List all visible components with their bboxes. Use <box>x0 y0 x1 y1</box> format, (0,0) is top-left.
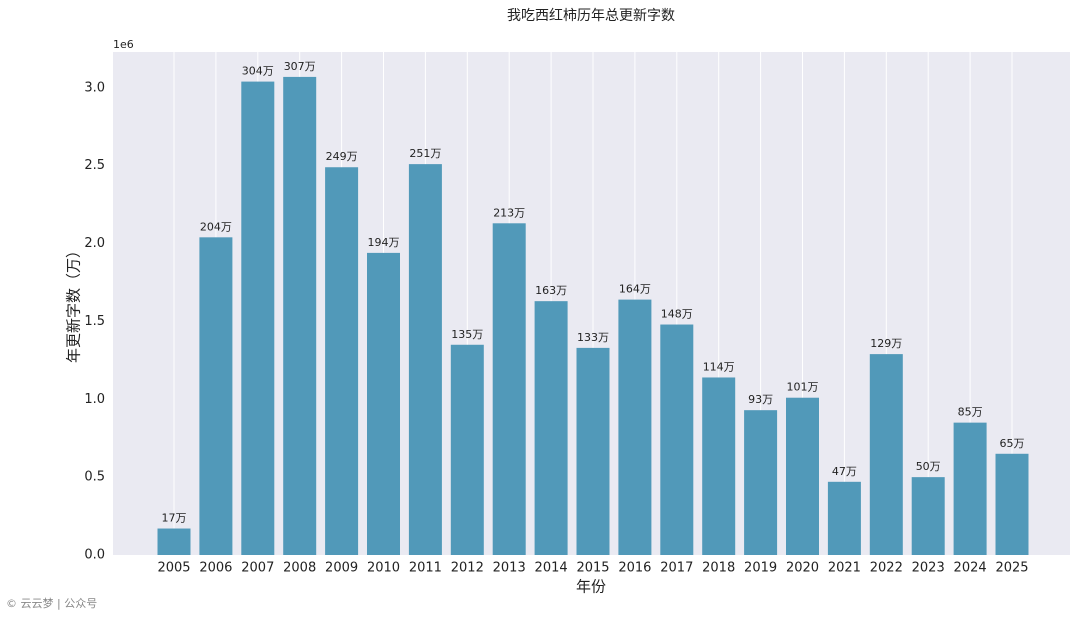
y-tick-label: 2.5 <box>84 158 105 173</box>
x-tick-label: 2020 <box>786 561 819 576</box>
y-tick-label: 1.5 <box>84 314 105 329</box>
bar <box>157 528 191 555</box>
x-tick-label: 2019 <box>744 561 777 576</box>
x-tick-label: 2005 <box>157 561 190 576</box>
bar <box>660 324 694 555</box>
x-tick-label: 2012 <box>451 561 484 576</box>
x-tick-label: 2016 <box>618 561 651 576</box>
value-label: 163万 <box>535 284 567 297</box>
value-label: 47万 <box>832 465 857 478</box>
value-label: 148万 <box>661 308 693 321</box>
x-tick-label: 2017 <box>660 561 693 576</box>
value-label: 249万 <box>326 150 358 163</box>
value-label: 114万 <box>703 360 735 373</box>
bar <box>827 481 861 555</box>
x-tick-label: 2015 <box>576 561 609 576</box>
y-offset-label: 1e6 <box>113 38 134 51</box>
x-tick-label: 2010 <box>367 561 400 576</box>
x-tick-label: 2013 <box>493 561 526 576</box>
value-label: 251万 <box>409 147 441 160</box>
value-label: 101万 <box>787 381 819 394</box>
bar <box>576 347 610 555</box>
x-tick-label: 2011 <box>409 561 442 576</box>
value-label: 194万 <box>368 236 400 249</box>
bar <box>450 344 484 555</box>
bar <box>408 164 442 555</box>
x-tick-label: 2009 <box>325 561 358 576</box>
y-tick-label: 3.0 <box>84 80 105 95</box>
y-tick-label: 0.5 <box>84 470 105 485</box>
value-label: 65万 <box>1000 437 1025 450</box>
x-tick-label: 2023 <box>912 561 945 576</box>
value-label: 304万 <box>242 65 274 78</box>
bar <box>995 453 1029 555</box>
x-tick-label: 2018 <box>702 561 735 576</box>
x-tick-label: 2025 <box>995 561 1028 576</box>
value-label: 93万 <box>748 393 773 406</box>
value-label: 164万 <box>619 283 651 296</box>
value-label: 213万 <box>493 206 525 219</box>
chart-title: 我吃西红柿历年总更新字数 <box>507 7 675 24</box>
value-label: 85万 <box>958 406 983 419</box>
y-tick-label: 1.0 <box>84 392 105 407</box>
bar <box>241 81 275 556</box>
x-tick-label: 2014 <box>535 561 568 576</box>
value-label: 307万 <box>284 60 316 73</box>
bar <box>702 377 736 555</box>
value-label: 135万 <box>451 328 483 341</box>
bar <box>325 167 359 555</box>
bar <box>953 422 987 555</box>
x-tick-label: 2022 <box>870 561 903 576</box>
value-label: 204万 <box>200 220 232 233</box>
x-tick-label: 2021 <box>828 561 861 576</box>
bar <box>367 252 400 555</box>
y-tick-label: 2.0 <box>84 236 105 251</box>
bar <box>534 301 568 555</box>
bar <box>869 354 903 555</box>
y-axis-label: 年更新字数（万） <box>65 243 83 363</box>
bar <box>283 76 317 555</box>
x-tick-label: 2008 <box>283 561 316 576</box>
y-tick-label: 0.0 <box>84 548 105 563</box>
value-label: 50万 <box>916 460 941 473</box>
bar <box>618 299 652 555</box>
x-tick-label: 2024 <box>954 561 987 576</box>
x-tick-label: 2006 <box>199 561 232 576</box>
x-axis-label: 年份 <box>576 578 606 596</box>
value-label: 17万 <box>162 512 187 525</box>
bar <box>911 477 945 555</box>
value-label: 133万 <box>577 331 609 344</box>
bar <box>744 410 778 555</box>
bar <box>492 223 526 556</box>
x-tick-label: 2007 <box>241 561 274 576</box>
watermark: © 云云梦 | 公众号 <box>6 597 97 610</box>
bar <box>199 237 233 555</box>
value-label: 129万 <box>870 337 902 350</box>
bar <box>786 397 819 555</box>
